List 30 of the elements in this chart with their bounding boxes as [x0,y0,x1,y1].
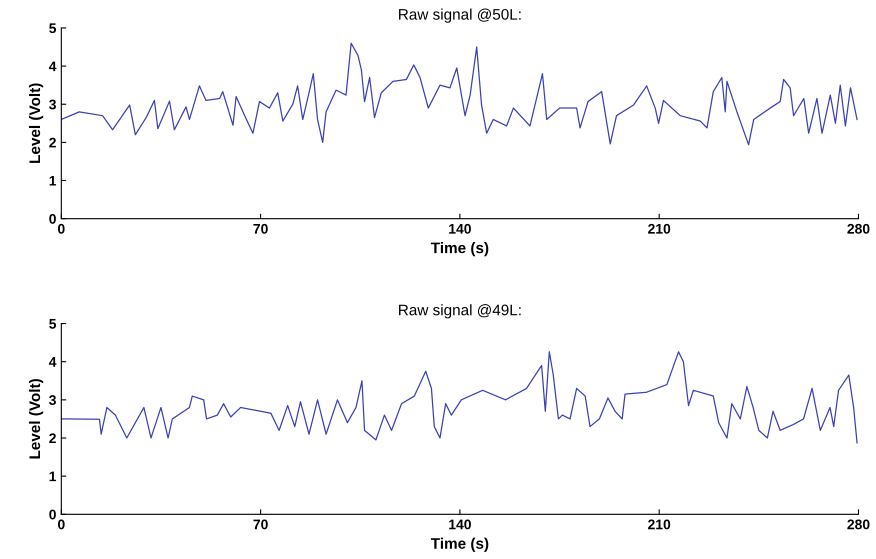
y-tick-label: 4 [48,62,56,72]
x-tick-label: 0 [58,520,65,530]
y-tick-label: 3 [49,100,56,110]
x-tick-label: 280 [847,520,870,530]
y-tick-label: 5 [49,23,56,34]
x-axis-title: Time (s) [430,538,488,552]
y-tick-label: 3 [49,395,56,406]
y-axis-title: Level (Volt) [28,83,44,163]
x-tick-label: 140 [449,224,471,234]
x-tick-label: 140 [449,520,471,530]
y-tick-label: 2 [49,138,56,148]
x-tick-label: 70 [253,520,268,530]
x-axis-title: Time (s) [430,242,488,256]
line-series [61,351,858,444]
y-tick-label: 5 [49,319,56,329]
y-tick-label: 2 [49,433,56,444]
y-tick-label: 1 [50,472,56,482]
y-tick-label: 0 [49,214,56,224]
x-tick-label: 280 [847,224,870,234]
x-tick-label: 0 [58,224,65,234]
y-tick-label: 0 [49,510,56,520]
line-series [61,42,858,146]
y-tick-label: 1 [50,176,56,186]
y-axis-title: Level (Volt) [28,379,44,459]
x-tick-label: 210 [648,520,670,530]
x-tick-label: 210 [648,224,670,234]
y-tick-label: 4 [48,357,56,367]
x-tick-label: 70 [253,224,268,234]
chart-title: Raw signal @49L: [399,304,521,318]
chart-title: Raw signal @50L: [399,8,521,23]
